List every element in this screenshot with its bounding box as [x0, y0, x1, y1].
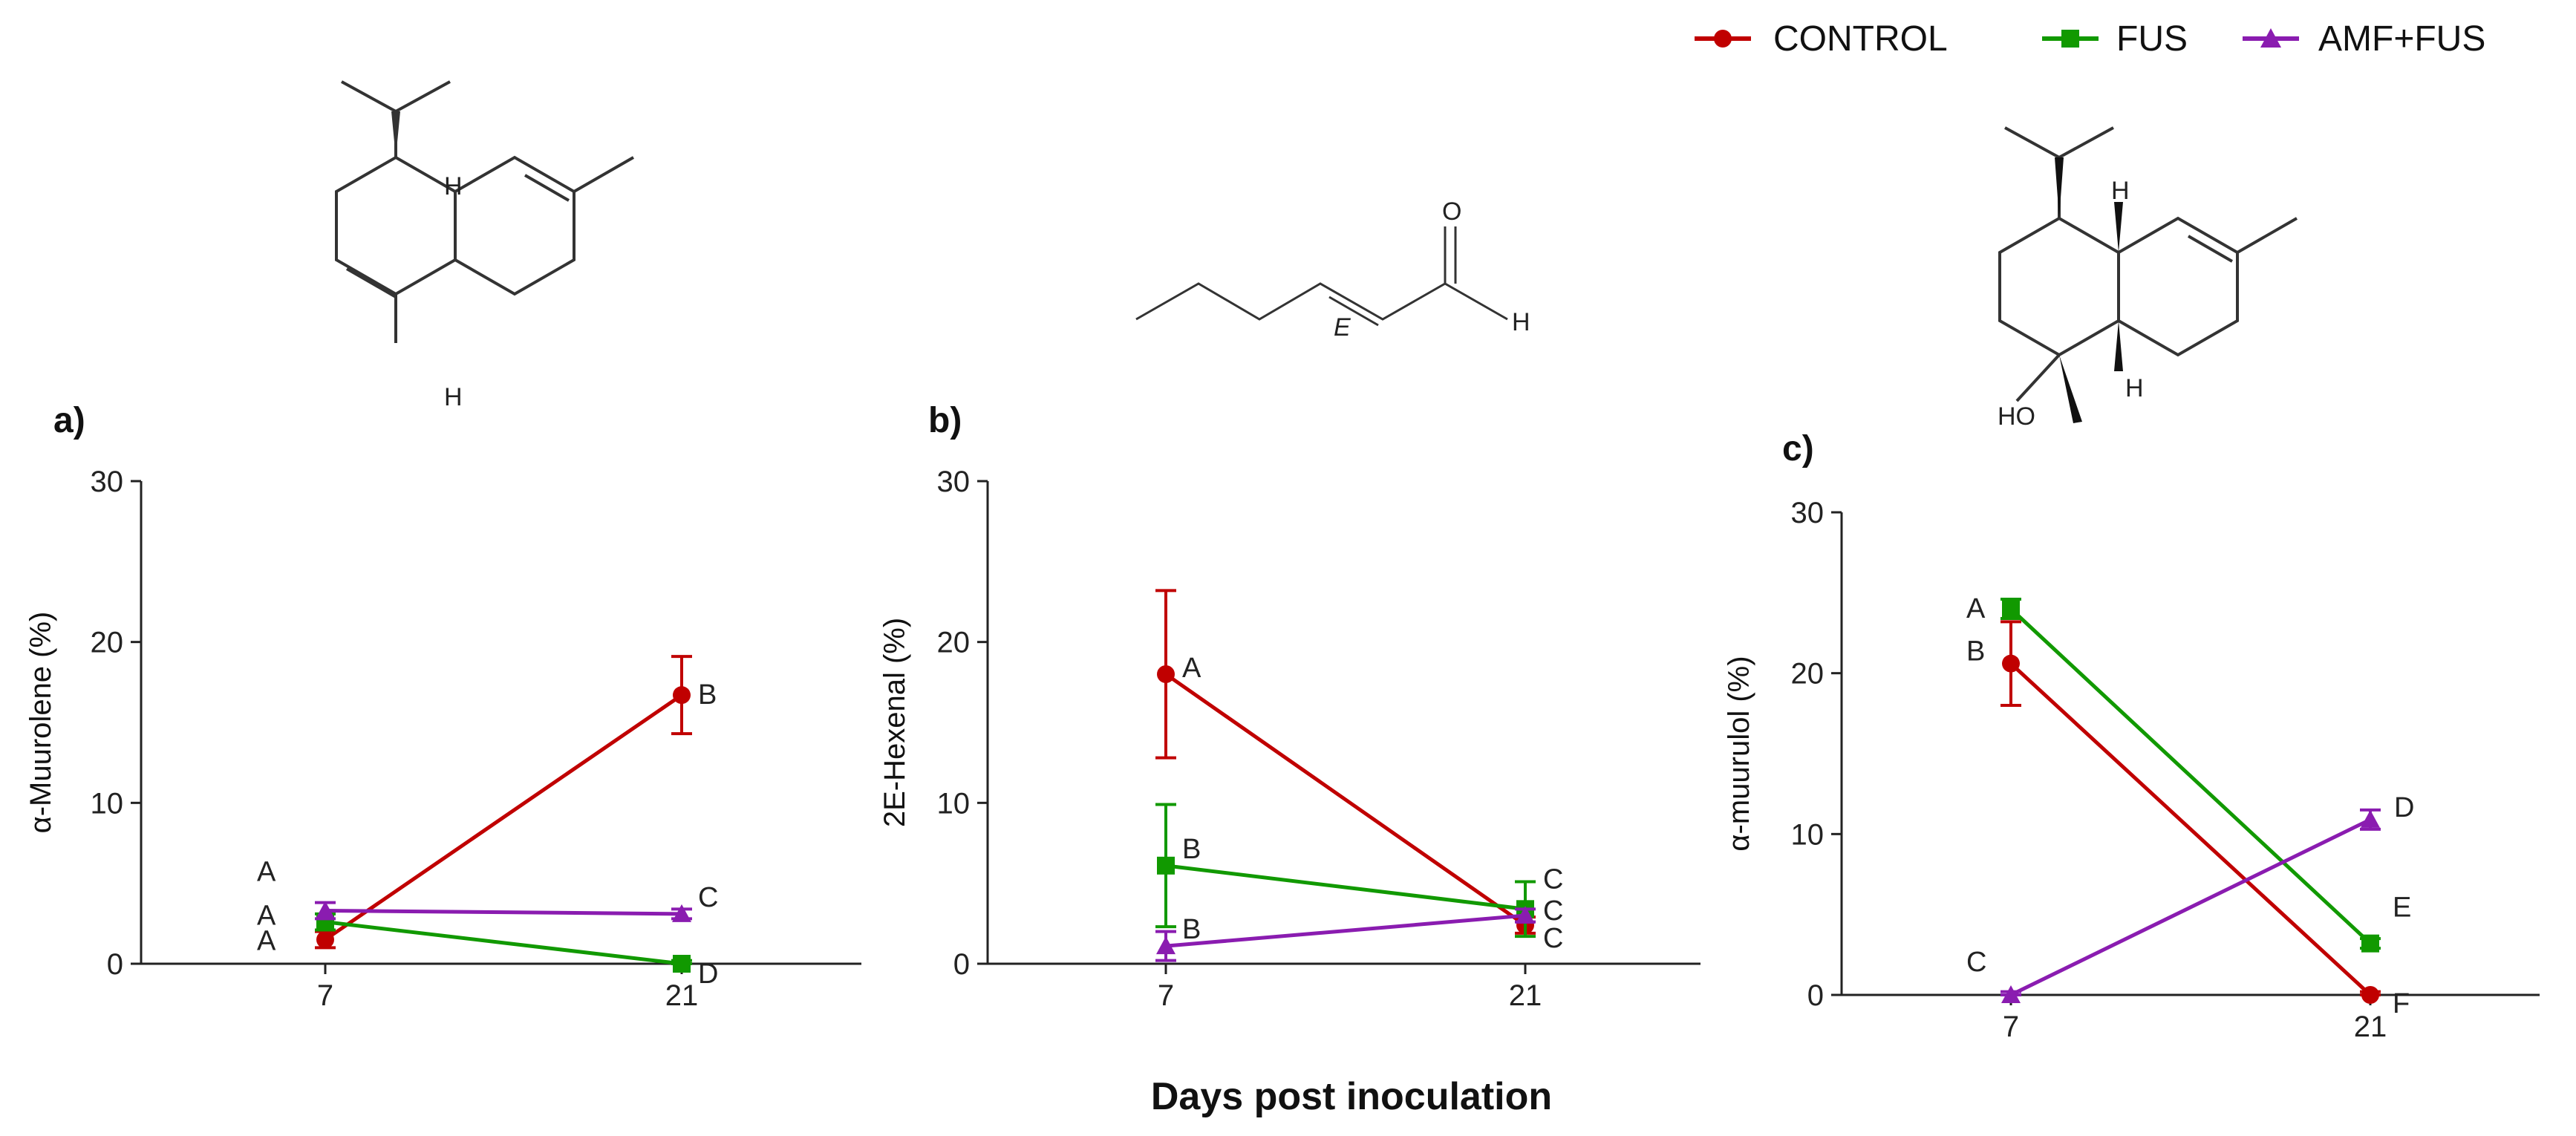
- significance-letter-fus: D: [698, 959, 718, 990]
- data-point-control: [1157, 665, 1175, 683]
- data-point-control: [673, 686, 691, 705]
- panel-label-a: a): [53, 401, 85, 440]
- data-point-fus: [2361, 934, 2379, 953]
- series-line-fus: [325, 920, 682, 966]
- significance-letter-fus: C: [1543, 864, 1563, 895]
- y-tick-label-b: 0: [953, 948, 970, 981]
- data-point-amf-fus: [1156, 936, 1175, 955]
- data-point-amf-fus: [672, 904, 691, 922]
- significance-letter-control: B: [1966, 636, 1985, 667]
- x-tick-label-a: 21: [665, 979, 699, 1012]
- chart-panel-b: b) 0 10 20 30 7 21 2E-Hexenal (%) A C B C B C: [878, 401, 1701, 1012]
- y-tick-label-c: 20: [1791, 658, 1825, 691]
- panel-label-b: b): [928, 401, 962, 440]
- data-point-amf-fus: [2361, 809, 2380, 828]
- significance-letter-control: B: [698, 679, 717, 711]
- y-tick-label-a: 10: [91, 787, 124, 820]
- data-point-control: [2002, 654, 2020, 673]
- molecule-c-bonds: [1998, 126, 2298, 402]
- series-line-fus: [1165, 864, 1526, 911]
- y-tick-label-a: 20: [91, 627, 124, 659]
- data-point-fus: [673, 955, 691, 973]
- x-tick-label-b: 21: [1509, 979, 1542, 1012]
- x-tick-label-c: 7: [2003, 1011, 2019, 1043]
- chart-panel-a: a) 0 10 20 30 7 21 α-Muurolene (%) A B A D A C: [25, 401, 861, 1012]
- molecule-a-bonds: [335, 80, 634, 343]
- legend: CONTROL FUS AMF+FUS: [1695, 19, 2485, 59]
- y-tick-label-b: 20: [937, 627, 971, 659]
- molecule-b-bonds: [1135, 226, 1508, 327]
- legend-item-control: CONTROL: [1695, 19, 1948, 59]
- legend-label-amf-fus: AMF+FUS: [2318, 19, 2485, 59]
- series-line-control: [324, 693, 683, 941]
- molecule-c-wedges: [2055, 157, 2123, 423]
- x-tick-label-a: 7: [317, 979, 333, 1012]
- data-point-control: [316, 930, 334, 949]
- legend-label-control: CONTROL: [1773, 19, 1948, 59]
- molecule-a-wedge: [391, 111, 400, 157]
- y-tick-label-c: 30: [1791, 497, 1825, 529]
- series-line-control: [2009, 662, 2372, 996]
- series-line-amf-fus: [2009, 817, 2372, 997]
- legend-label-fus: FUS: [2116, 19, 2188, 59]
- series-line-fus: [2009, 607, 2372, 945]
- molecule-b-label-e: E: [1334, 313, 1351, 342]
- y-tick-label-b: 10: [937, 787, 971, 820]
- molecule-c-atom-h1: H: [2111, 177, 2130, 205]
- significance-letter-amf-fus: C: [1966, 947, 1986, 978]
- significance-letter-control: A: [257, 926, 276, 957]
- x-tick-label-b: 7: [1158, 979, 1174, 1012]
- legend-item-amf-fus: AMF+FUS: [2243, 19, 2485, 59]
- molecule-b-atom-h: H: [1512, 308, 1530, 336]
- molecule-a-atom-h2: H: [444, 383, 463, 411]
- significance-letter-fus: E: [2393, 892, 2411, 924]
- significance-letter-amf-fus: B: [1182, 914, 1201, 945]
- molecule-structure-a: H H: [335, 80, 634, 411]
- legend-marker-amf-fus: [2260, 28, 2281, 48]
- molecule-structure-b: O H E: [1135, 198, 1530, 342]
- series-line-control: [1164, 672, 1527, 927]
- significance-letter-control: C: [1543, 923, 1563, 954]
- legend-marker-control: [1714, 30, 1732, 48]
- molecule-c-atom-ho: HO: [1998, 402, 2035, 431]
- molecule-b-atom-o: O: [1442, 198, 1461, 226]
- series-line-amf-fus: [1165, 913, 1526, 948]
- y-tick-label-b: 30: [937, 466, 971, 498]
- y-axis-title-a: α-Muurolene (%): [25, 612, 57, 834]
- significance-letter-fus: A: [1966, 593, 1986, 624]
- significance-letter-amf-fus: C: [1543, 895, 1563, 927]
- significance-letter-amf-fus: D: [2394, 792, 2414, 823]
- significance-letter-control: A: [1182, 653, 1201, 684]
- y-tick-label-a: 0: [107, 948, 123, 981]
- y-axis-title-b: 2E-Hexenal (%): [878, 618, 911, 827]
- significance-letter-fus: B: [1182, 834, 1201, 865]
- x-axis-title: Days post inoculation: [1151, 1075, 1552, 1118]
- data-point-amf-fus: [2001, 985, 2021, 1003]
- molecule-structure-c: H H HO: [1998, 126, 2298, 431]
- molecule-c-atom-h2: H: [2125, 374, 2144, 402]
- chart-panel-c: c) 0 10 20 30 7 21 α-muurulol (%) B F A E C D: [1723, 429, 2540, 1043]
- significance-letter-amf-fus: A: [257, 857, 276, 888]
- data-point-fus: [1157, 856, 1175, 875]
- significance-letter-amf-fus: C: [698, 882, 718, 913]
- y-tick-label-a: 30: [91, 466, 124, 498]
- x-tick-label-c: 21: [2354, 1011, 2387, 1043]
- data-point-control: [2361, 986, 2379, 1004]
- molecule-a-atom-h1: H: [444, 172, 463, 200]
- legend-marker-fus: [2061, 30, 2079, 48]
- y-tick-label-c: 10: [1791, 818, 1825, 851]
- significance-letter-fus: A: [257, 901, 276, 932]
- significance-letter-control: F: [2393, 988, 2410, 1019]
- y-axis-title-c: α-muurulol (%): [1723, 656, 1755, 851]
- panel-label-c: c): [1782, 429, 1814, 469]
- data-point-fus: [2002, 600, 2020, 618]
- series-line-amf-fus: [325, 909, 682, 916]
- y-tick-label-c: 0: [1807, 979, 1824, 1012]
- data-point-amf-fus: [316, 901, 335, 919]
- legend-item-fus: FUS: [2042, 19, 2188, 59]
- data-point-amf-fus: [1516, 906, 1535, 924]
